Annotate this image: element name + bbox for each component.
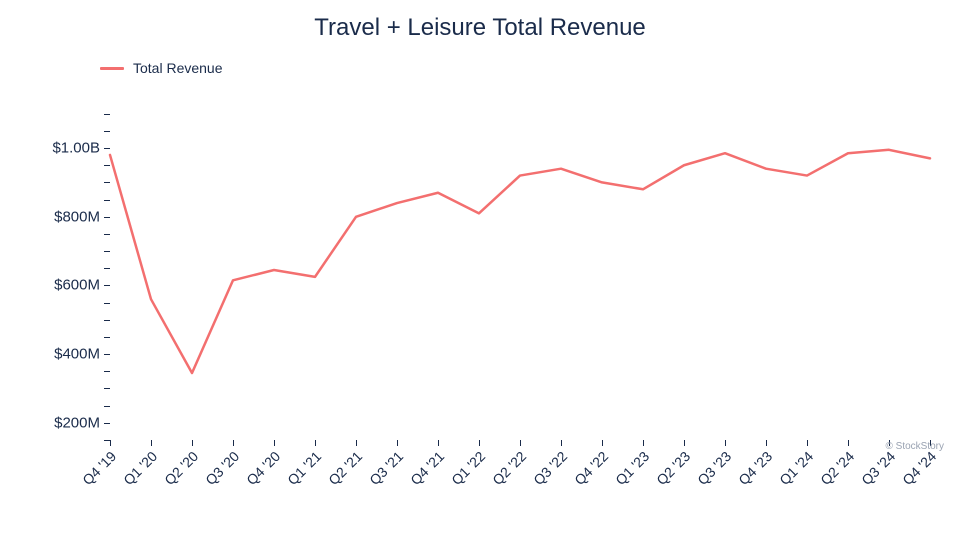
y-tick bbox=[104, 268, 110, 269]
y-tick bbox=[104, 406, 110, 407]
y-tick bbox=[104, 371, 110, 372]
y-tick bbox=[104, 320, 110, 321]
y-tick bbox=[104, 251, 110, 252]
legend: Total Revenue bbox=[100, 60, 223, 76]
chart-title: Travel + Leisure Total Revenue bbox=[0, 14, 960, 42]
chart-container: Travel + Leisure Total Revenue Total Rev… bbox=[0, 0, 960, 540]
legend-swatch bbox=[100, 67, 124, 70]
legend-label: Total Revenue bbox=[133, 60, 223, 76]
y-tick bbox=[104, 303, 110, 304]
y-tick bbox=[104, 182, 110, 183]
attribution: © StockStory bbox=[886, 441, 945, 452]
y-tick bbox=[104, 165, 110, 166]
y-tick bbox=[104, 200, 110, 201]
y-axis-label: $1.00B bbox=[52, 140, 110, 157]
revenue-line bbox=[110, 100, 930, 440]
y-tick bbox=[104, 388, 110, 389]
y-axis-label: $600M bbox=[54, 277, 110, 294]
y-tick bbox=[104, 114, 110, 115]
y-axis-label: $200M bbox=[54, 414, 110, 431]
plot-area: $200M$400M$600M$800M$1.00BQ4 '19Q1 '20Q2… bbox=[110, 100, 930, 440]
y-axis-label: $800M bbox=[54, 208, 110, 225]
y-tick bbox=[104, 131, 110, 132]
y-axis-label: $400M bbox=[54, 346, 110, 363]
y-tick bbox=[104, 337, 110, 338]
y-tick bbox=[104, 234, 110, 235]
x-axis-label: Q4 '24 bbox=[928, 419, 960, 459]
